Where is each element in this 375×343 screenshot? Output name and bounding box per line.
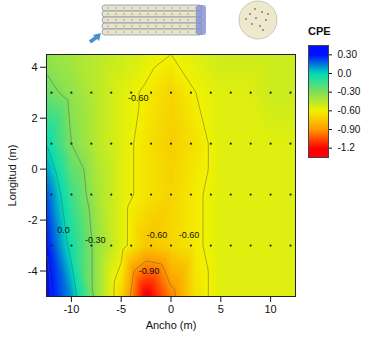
svg-text:10: 10 <box>264 303 276 315</box>
svg-text:0: 0 <box>168 303 174 315</box>
svg-text:2: 2 <box>31 112 37 124</box>
svg-text:0.0: 0.0 <box>338 68 352 79</box>
svg-text:-0.30: -0.30 <box>338 86 361 97</box>
svg-text:-0.90: -0.90 <box>338 124 361 135</box>
svg-text:-0.90: -0.90 <box>139 266 160 276</box>
svg-text:-10: -10 <box>63 303 79 315</box>
svg-text:-0.60: -0.60 <box>338 105 361 116</box>
svg-text:Longitud (m): Longitud (m) <box>6 145 18 207</box>
svg-text:-5: -5 <box>116 303 126 315</box>
svg-text:0.0: 0.0 <box>57 225 70 235</box>
svg-text:-0.30: -0.30 <box>85 235 106 245</box>
svg-text:0: 0 <box>31 163 37 175</box>
svg-text:4: 4 <box>31 61 37 73</box>
svg-text:-0.60: -0.60 <box>147 230 168 240</box>
html-text:CPE: CPE <box>308 25 331 37</box>
svg-text:-2: -2 <box>28 214 38 226</box>
svg-text:Ancho (m): Ancho (m) <box>146 319 197 331</box>
svg-text:-1.2: -1.2 <box>338 142 356 153</box>
svg-text:0.30: 0.30 <box>338 49 358 60</box>
svg-text:5: 5 <box>218 303 224 315</box>
svg-text:-0.60: -0.60 <box>179 230 200 240</box>
svg-text:-0.60: -0.60 <box>128 93 149 103</box>
svg-text:-4: -4 <box>28 265 38 277</box>
